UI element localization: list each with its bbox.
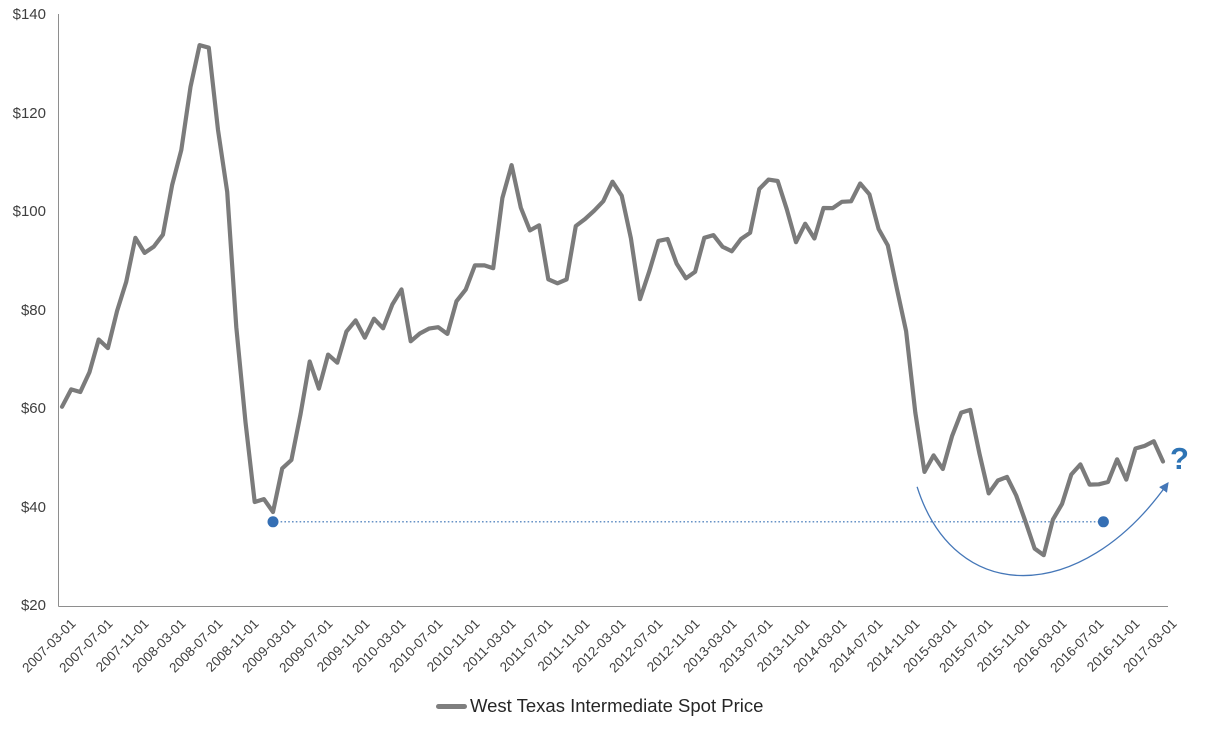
question-mark-annotation: ?: [1170, 441, 1189, 476]
y-axis-tick-label: $120: [12, 104, 46, 122]
y-axis-tick-label: $80: [20, 301, 46, 319]
y-axis-tick-label: $20: [20, 597, 46, 614]
legend-label: West Texas Intermediate Spot Price: [470, 695, 764, 716]
baseline-left-dot: [267, 516, 279, 528]
y-axis-tick-label: $100: [12, 203, 46, 220]
legend-line-swatch: [436, 703, 467, 709]
recovery-arc-arrow: [916, 482, 1169, 577]
baseline-right-dot: [1097, 516, 1109, 528]
y-axis-tick-label: $60: [20, 400, 46, 417]
y-axis-tick-label: $40: [20, 498, 46, 516]
wti-price-line: [59, 42, 1166, 558]
y-axis-tick-label: $140: [12, 6, 46, 23]
legend: West Texas Intermediate Spot Price: [436, 694, 763, 718]
